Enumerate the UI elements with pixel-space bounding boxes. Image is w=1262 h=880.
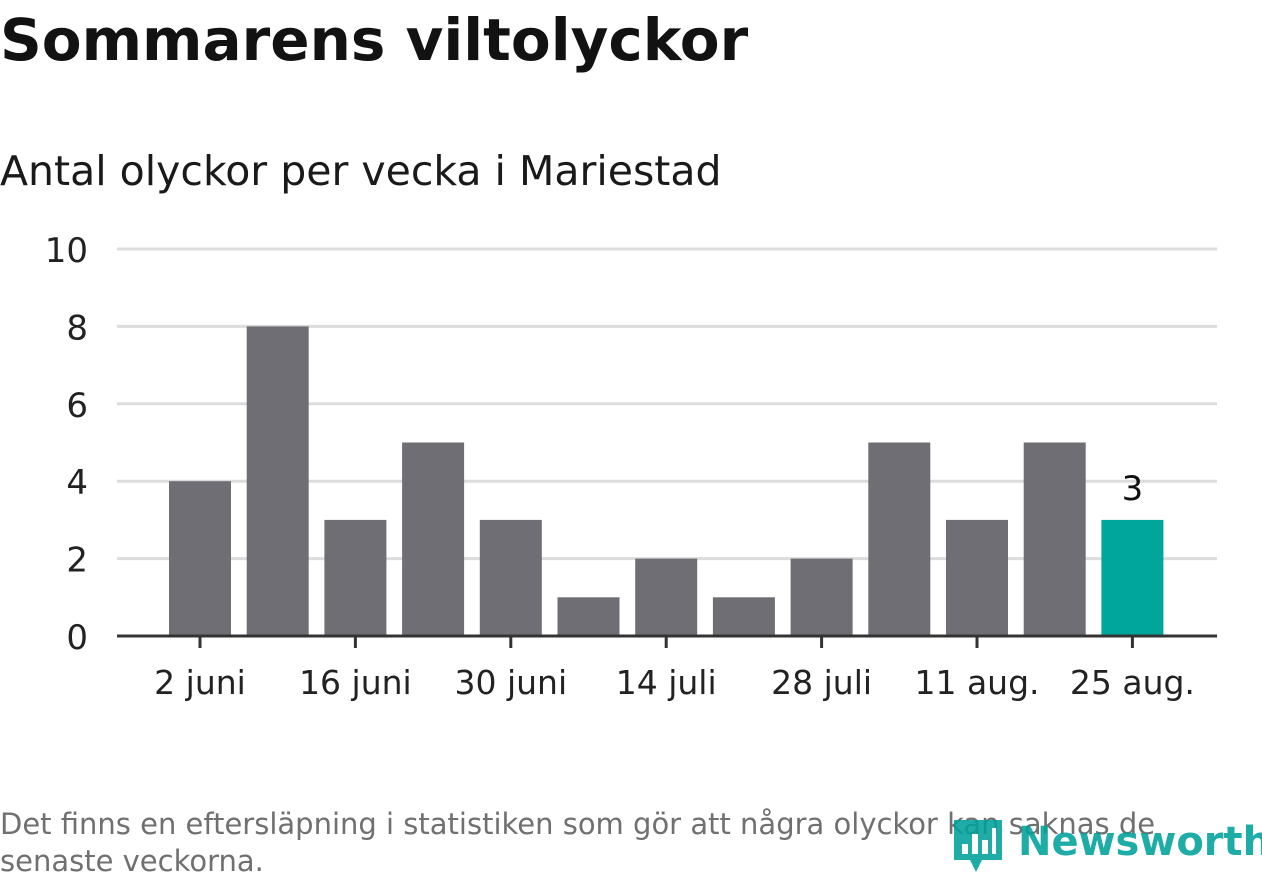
bar <box>1023 442 1086 636</box>
y-tick-label: 8 <box>66 308 88 348</box>
bar-chart: 0 2 4 6 8 10 2 juni 16 juni 30 juni 14 juli 28 jul… <box>45 231 1217 702</box>
bar <box>479 519 542 636</box>
bar <box>790 558 853 636</box>
bar-highlight <box>1101 519 1164 636</box>
chart-title: Sommarens viltolyckor <box>0 6 749 74</box>
y-tick-label: 10 <box>45 231 88 271</box>
x-tick-label: 11 aug. <box>914 663 1039 702</box>
x-tick-label: 14 juli <box>616 663 717 702</box>
bar <box>324 519 387 636</box>
y-tick-label: 6 <box>66 386 88 426</box>
x-tick-label: 2 juni <box>154 663 246 702</box>
x-tick-label: 16 juni <box>299 663 412 702</box>
y-tick-label: 2 <box>66 541 88 581</box>
y-tick-label: 0 <box>66 618 88 658</box>
newsworthy-logo-icon <box>954 820 1002 872</box>
bar <box>635 558 698 636</box>
bar <box>402 442 465 636</box>
bar <box>946 519 1008 636</box>
brand-name: Newsworthy <box>1018 819 1262 865</box>
bar <box>868 442 931 636</box>
y-tick-label: 4 <box>66 463 88 503</box>
chart-subtitle: Antal olyckor per vecka i Mariestad <box>0 147 722 195</box>
bar <box>712 597 775 636</box>
x-tick-label: 28 juli <box>771 663 872 702</box>
x-tick-label: 30 juni <box>454 663 567 702</box>
newsworthy-brand: Newsworthy <box>950 812 1262 879</box>
x-tick-label: 25 aug. <box>1070 663 1195 702</box>
bar <box>557 597 620 636</box>
data-label: 3 <box>1122 469 1144 509</box>
bar <box>169 481 231 636</box>
bar <box>246 326 309 636</box>
